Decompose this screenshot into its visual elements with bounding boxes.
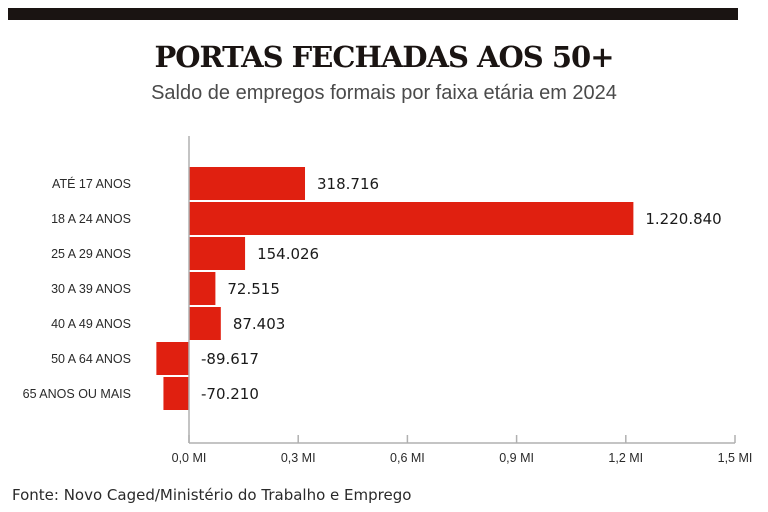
chart-subtitle: Saldo de empregos formais por faixa etár… [151,82,617,104]
bar-3 [189,272,216,305]
bar-0 [189,167,306,200]
x-tick-label: 0,3 MI [281,451,316,465]
bar-2 [189,237,246,270]
category-label: 30 A 39 ANOS [51,282,131,296]
bar-4 [189,307,221,340]
source-note: Fonte: Novo Caged/Ministério do Trabalho… [12,486,412,504]
category-label: 25 A 29 ANOS [51,247,131,261]
category-label: 50 A 64 ANOS [51,352,131,366]
bar-6 [163,377,189,410]
value-label: 87.403 [233,315,286,333]
category-label: 18 A 24 ANOS [51,212,131,226]
value-label: 318.716 [317,175,379,193]
value-label: 72.515 [227,280,279,298]
x-tick-label: 1,2 MI [608,451,643,465]
value-label: 154.026 [257,245,319,263]
category-label: 65 ANOS OU MAIS [23,387,131,401]
x-tick-label: 0,0 MI [172,451,207,465]
bars-group [156,167,634,410]
value-labels: 318.716 1.220.840 154.026 72.515 87.403 -89.6… [201,175,722,403]
category-label: 40 A 49 ANOS [51,317,131,331]
category-labels: ATÉ 17 ANOS 18 A 24 ANOS 25 A 29 ANOS 30 A … [23,176,131,401]
top-bar [8,8,738,20]
x-axis-ticks: 0,0 MI 0,3 MI 0,6 MI 0,9 MI 1,2 MI 1,5 MI [172,435,753,465]
value-label: -89.617 [201,350,259,368]
bar-1 [189,202,634,235]
value-label: -70.210 [201,385,259,403]
bar-5 [156,342,189,375]
x-tick-label: 1,5 MI [718,451,753,465]
x-tick-label: 0,6 MI [390,451,425,465]
x-tick-label: 0,9 MI [499,451,534,465]
category-label: ATÉ 17 ANOS [52,176,131,191]
value-label: 1.220.840 [645,210,721,228]
chart-title: PORTAS FECHADAS AOS 50+ [154,40,614,74]
